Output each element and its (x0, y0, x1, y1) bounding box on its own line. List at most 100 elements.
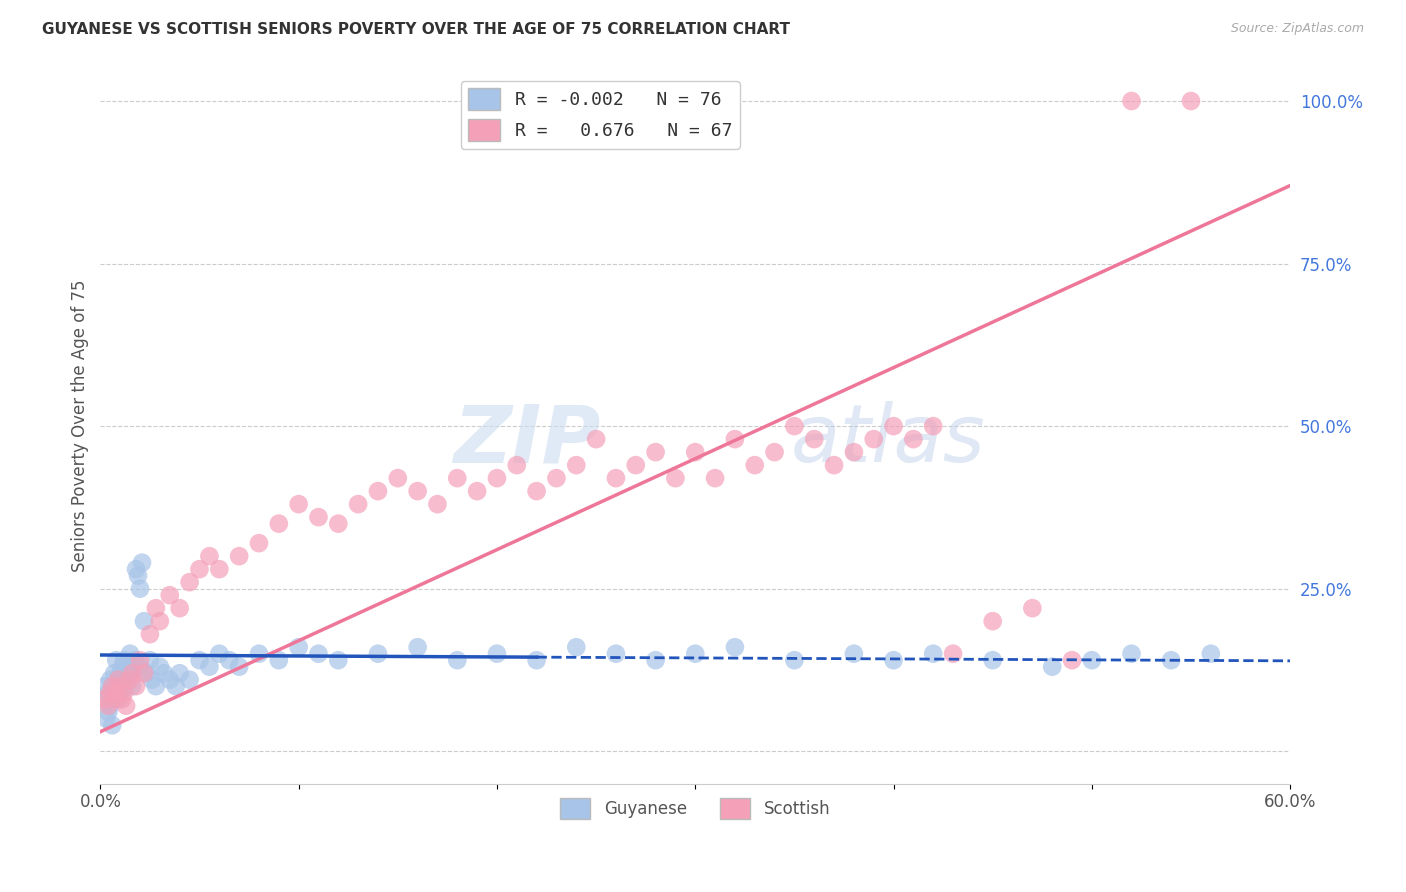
Point (218, 653, 240, 667)
Point (111, 659, 134, 673)
Point (121, 679, 143, 693)
Point (783, 419, 806, 434)
Point (406, 484, 429, 499)
Point (165, 679, 187, 693)
Point (506, 458, 529, 472)
Point (287, 497, 309, 511)
Point (111, 692, 134, 706)
Point (131, 556, 153, 570)
Point (105, 686, 128, 700)
Point (605, 471, 627, 485)
Point (105, 653, 128, 667)
Point (112, 686, 135, 700)
Legend: Guyanese, Scottish: Guyanese, Scottish (554, 792, 837, 825)
Point (367, 484, 389, 499)
Point (903, 432, 925, 446)
Point (120, 647, 142, 661)
Point (1121, 94, 1143, 108)
Point (108, 679, 131, 693)
Point (103, 692, 125, 706)
Point (188, 562, 211, 576)
Point (127, 568, 149, 582)
Point (585, 432, 607, 446)
Point (149, 659, 172, 673)
Point (823, 458, 845, 472)
Point (107, 673, 129, 687)
Point (406, 640, 429, 655)
Point (228, 549, 250, 564)
Point (115, 698, 138, 713)
Point (93, 692, 115, 706)
Point (883, 419, 905, 434)
Point (664, 471, 686, 485)
Point (1180, 94, 1202, 108)
Point (169, 666, 191, 681)
Point (426, 497, 449, 511)
Point (744, 458, 766, 472)
Point (169, 601, 191, 615)
Point (387, 471, 409, 485)
Point (96, 692, 118, 706)
Point (644, 653, 666, 667)
Point (724, 640, 747, 655)
Point (115, 666, 138, 681)
Point (485, 647, 508, 661)
Point (328, 516, 350, 531)
Point (112, 673, 135, 687)
Point (159, 673, 181, 687)
Point (247, 536, 270, 550)
Point (644, 445, 666, 459)
Point (97, 705, 120, 719)
Point (107, 673, 129, 687)
Point (1160, 653, 1182, 667)
Point (97, 686, 120, 700)
Point (93, 679, 115, 693)
Point (122, 653, 145, 667)
Point (465, 484, 488, 499)
Point (101, 692, 124, 706)
Point (1199, 647, 1222, 661)
Point (328, 653, 350, 667)
Point (108, 686, 131, 700)
Point (179, 673, 201, 687)
Point (103, 666, 125, 681)
Point (179, 575, 201, 590)
Point (526, 484, 548, 499)
Text: GUYANESE VS SCOTTISH SENIORS POVERTY OVER THE AGE OF 75 CORRELATION CHART: GUYANESE VS SCOTTISH SENIORS POVERTY OVE… (42, 22, 790, 37)
Y-axis label: Seniors Poverty Over the Age of 75: Seniors Poverty Over the Age of 75 (72, 280, 89, 573)
Point (208, 562, 231, 576)
Point (1060, 653, 1083, 667)
Point (145, 601, 167, 615)
Point (367, 647, 389, 661)
Point (267, 653, 290, 667)
Point (247, 647, 270, 661)
Point (120, 659, 142, 673)
Point (981, 653, 1004, 667)
Point (308, 647, 330, 661)
Point (135, 666, 157, 681)
Point (922, 419, 945, 434)
Point (96, 712, 118, 726)
Point (724, 432, 747, 446)
Point (198, 549, 221, 564)
Point (141, 673, 163, 687)
Point (159, 588, 181, 602)
Point (129, 582, 152, 596)
Point (1021, 601, 1043, 615)
Point (188, 653, 211, 667)
Point (139, 653, 162, 667)
Point (105, 679, 128, 693)
Point (883, 653, 905, 667)
Point (125, 679, 148, 693)
Point (101, 718, 124, 732)
Point (101, 679, 124, 693)
Point (803, 432, 825, 446)
Point (446, 653, 468, 667)
Point (267, 516, 290, 531)
Point (112, 653, 135, 667)
Point (862, 432, 884, 446)
Point (922, 647, 945, 661)
Point (526, 653, 548, 667)
Point (198, 659, 221, 673)
Point (139, 627, 162, 641)
